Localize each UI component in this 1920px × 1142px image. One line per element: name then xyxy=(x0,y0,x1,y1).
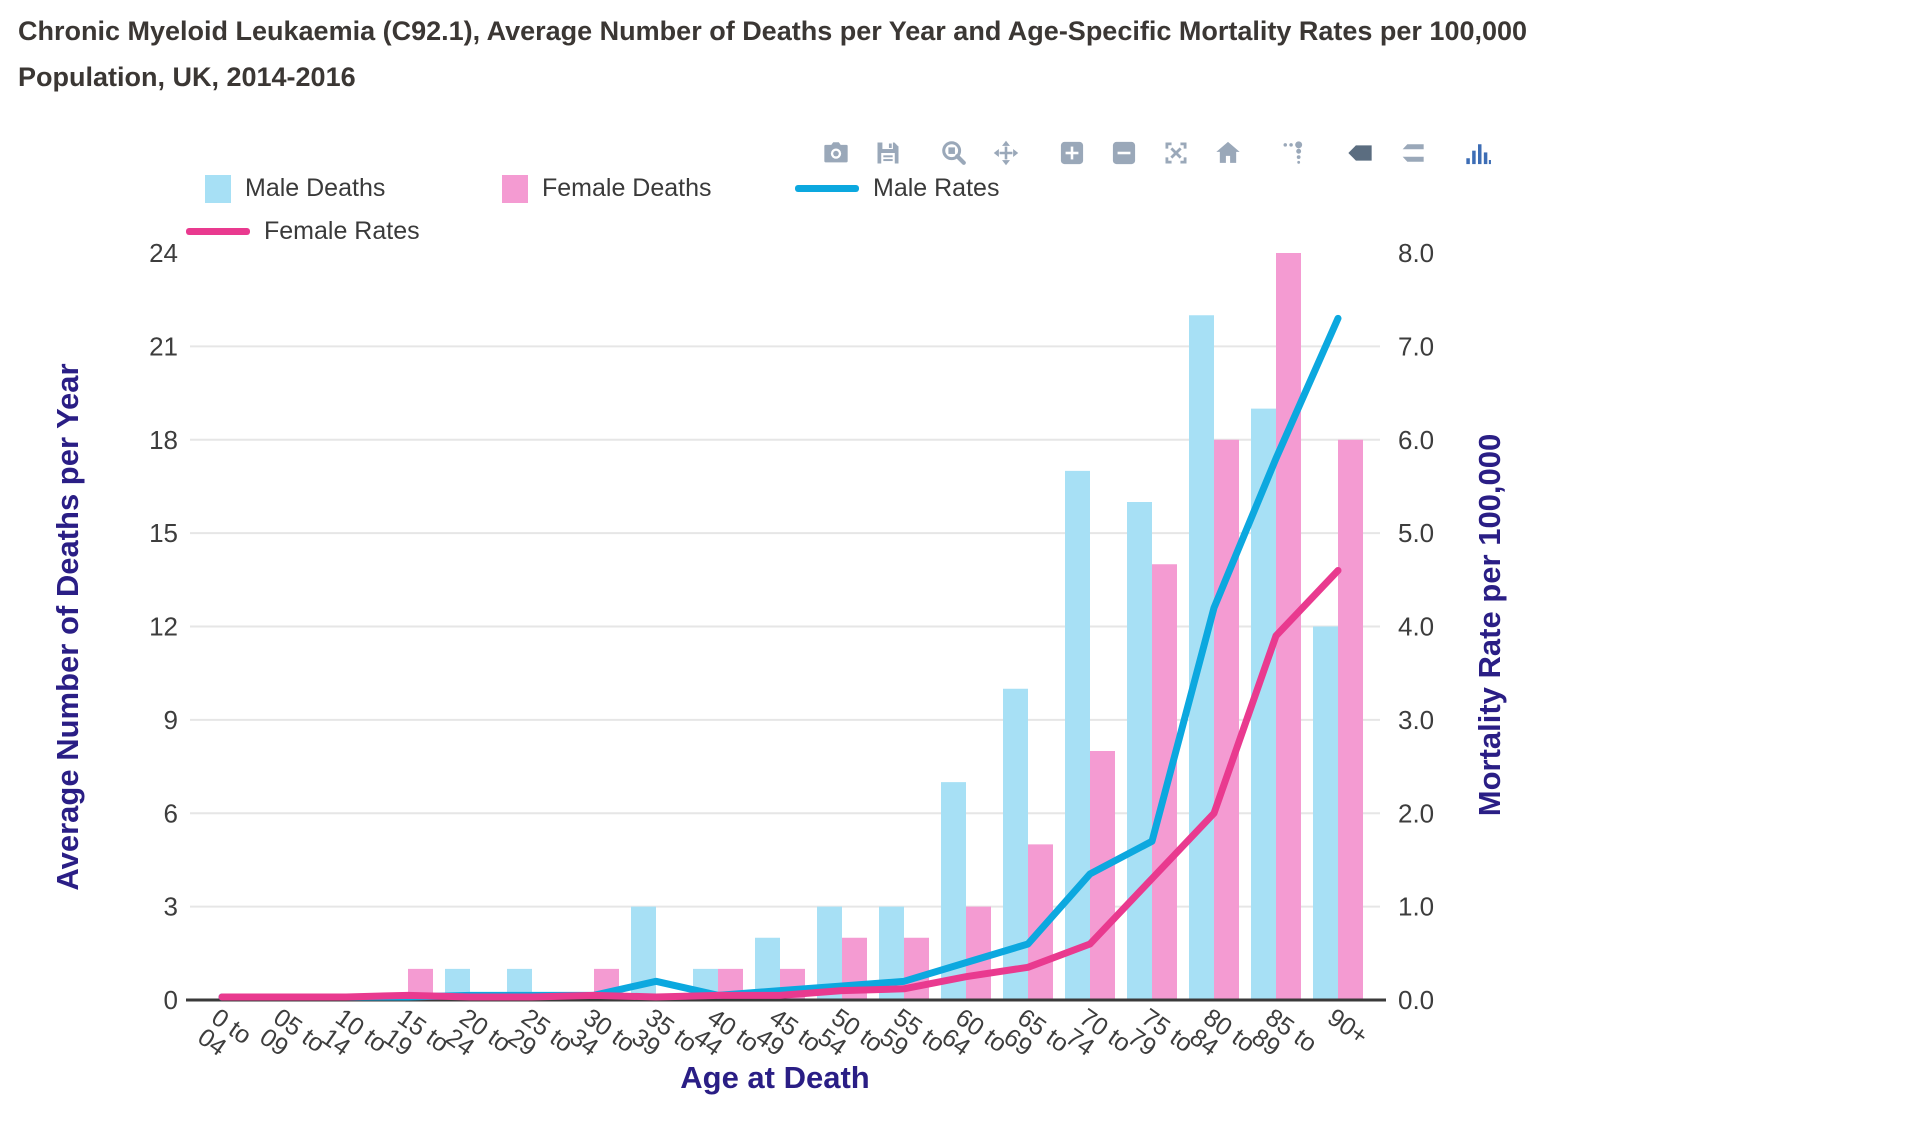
modebar-toolbar xyxy=(820,138,1514,168)
zoom-in-icon xyxy=(1060,141,1084,165)
save-icon xyxy=(877,142,899,164)
rate-lines-layer xyxy=(218,314,1342,1001)
y-right-tick-label: 1.0 xyxy=(1398,892,1434,922)
bar-male-deaths xyxy=(1313,626,1338,1000)
bar-male-deaths xyxy=(1065,470,1090,1000)
plotly-logo-icon xyxy=(1466,144,1491,165)
legend-swatch xyxy=(795,185,859,192)
tick-labels-layer: 0 3 6 9 12 15 18 21 24 0.0 1.0 2.0 3.0 4.0 5.0 6.0 7.0 8.… xyxy=(149,238,1434,1062)
zoom-icon xyxy=(942,141,966,165)
y-right-tick-label: 0.0 xyxy=(1398,985,1434,1015)
hover-closest-icon xyxy=(1348,145,1372,161)
y-right-tick-label: 8.0 xyxy=(1398,238,1434,268)
y-right-tick-label: 6.0 xyxy=(1398,425,1434,455)
gridlines-layer xyxy=(190,345,1380,908)
y-left-tick-label: 15 xyxy=(149,518,178,548)
bar-male-deaths xyxy=(1127,502,1152,1000)
modebar-hover-closest-button[interactable] xyxy=(1344,138,1376,168)
pan-icon xyxy=(993,140,1019,166)
y-right-tick-label: 2.0 xyxy=(1398,798,1434,828)
autoscale-icon xyxy=(1165,142,1187,164)
legend-label: Female Rates xyxy=(264,217,420,245)
modebar-zoom-button[interactable] xyxy=(938,138,970,168)
x-axis-title: Age at Death xyxy=(680,1060,869,1095)
modebar-zoom-in-button[interactable] xyxy=(1056,138,1088,168)
modebar-hover-compare-button[interactable] xyxy=(1396,138,1428,168)
legend-item-male-rates[interactable]: Male Rates xyxy=(795,174,999,203)
legend-swatch xyxy=(186,228,250,235)
modebar-pan-button[interactable] xyxy=(990,138,1022,168)
spikelines-icon xyxy=(1283,141,1303,164)
modebar-camera-button[interactable] xyxy=(820,138,852,168)
modebar-autoscale-button[interactable] xyxy=(1160,138,1192,168)
y-right-axis-title: Mortality Rate per 100,000 xyxy=(1472,434,1507,817)
bar-female-deaths xyxy=(1214,439,1239,1000)
y-left-tick-label: 21 xyxy=(149,331,178,361)
y-right-tick-label: 5.0 xyxy=(1398,518,1434,548)
y-left-tick-label: 0 xyxy=(164,985,178,1015)
legend-swatch xyxy=(502,174,528,203)
y-left-tick-label: 9 xyxy=(164,705,178,735)
y-left-tick-label: 24 xyxy=(149,238,178,268)
x-tick-label: 90+ xyxy=(1322,1003,1373,1050)
y-right-tick-label: 3.0 xyxy=(1398,705,1434,735)
legend-label: Female Deaths xyxy=(542,174,712,202)
hover-compare-icon xyxy=(1402,144,1424,162)
y-left-tick-label: 3 xyxy=(164,892,178,922)
modebar-home-button[interactable] xyxy=(1212,138,1244,168)
y-left-tick-label: 6 xyxy=(164,798,178,828)
modebar-zoom-out-button[interactable] xyxy=(1108,138,1140,168)
y-left-axis-title: Average Number of Deaths per Year xyxy=(50,363,85,890)
y-left-tick-label: 12 xyxy=(149,612,178,642)
home-icon xyxy=(1216,141,1240,163)
legend-label: Male Rates xyxy=(873,174,1000,202)
modebar-save-button[interactable] xyxy=(872,138,904,168)
y-right-tick-label: 7.0 xyxy=(1398,331,1434,361)
x-tick-label-line1: 90+ xyxy=(1322,1003,1373,1050)
female-rates-line xyxy=(218,566,1342,1001)
legend-swatch xyxy=(205,174,231,203)
chart-title: Chronic Myeloid Leukaemia (C92.1), Avera… xyxy=(18,16,1528,92)
bar-female-deaths xyxy=(1338,439,1363,1000)
y-left-tick-label: 18 xyxy=(149,425,178,455)
modebar-plotly-logo-button[interactable] xyxy=(1462,138,1494,168)
legend-item-female-rates[interactable]: Female Rates xyxy=(186,217,420,246)
modebar-spikelines-button[interactable] xyxy=(1278,138,1310,168)
zoom-out-icon xyxy=(1112,141,1136,165)
y-right-tick-label: 4.0 xyxy=(1398,612,1434,642)
camera-icon xyxy=(824,142,848,163)
legend-item-female-deaths[interactable]: Female Deaths xyxy=(502,174,712,203)
legend-label: Male Deaths xyxy=(245,174,386,202)
legend-item-male-deaths[interactable]: Male Deaths xyxy=(205,174,385,203)
